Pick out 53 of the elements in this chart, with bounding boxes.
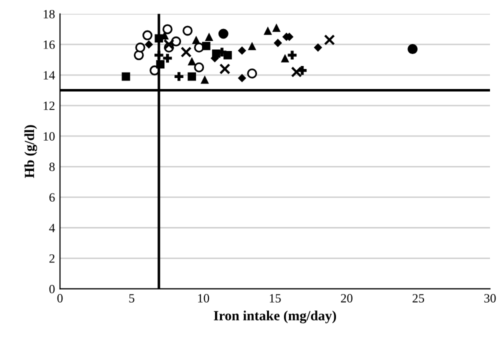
point: [163, 54, 172, 63]
point: [298, 66, 307, 75]
y-tick-label: 0: [49, 284, 55, 294]
point: [182, 26, 193, 36]
point: [171, 36, 182, 46]
point: [247, 68, 258, 78]
point: [248, 42, 256, 50]
point: [180, 46, 192, 58]
y-tick-label: 14: [44, 71, 55, 80]
point: [219, 63, 230, 74]
point: [174, 72, 184, 81]
point: [122, 72, 130, 81]
point: [135, 42, 146, 53]
point: [314, 43, 322, 52]
point: [163, 38, 174, 50]
y-tick-label: 4: [49, 224, 55, 232]
x-tick-label: 5: [129, 294, 134, 302]
point: [280, 54, 290, 62]
point: [291, 66, 302, 78]
x-tick-label: 15: [270, 294, 281, 302]
x-tick-label: 25: [412, 294, 424, 302]
point: [264, 26, 272, 35]
point: [288, 50, 297, 60]
y-axis-title: Hb (g/dl): [24, 125, 38, 178]
y-tick-label: 8: [49, 162, 55, 172]
y-tick-label: 16: [44, 40, 55, 49]
x-axis-title: Iron intake (mg/day): [214, 310, 336, 324]
point: [188, 57, 196, 66]
point: [324, 34, 335, 46]
point: [238, 74, 246, 82]
point: [194, 62, 204, 72]
x-tick-label: 20: [340, 294, 352, 302]
point: [238, 46, 246, 55]
point: [272, 24, 281, 32]
point: [204, 32, 214, 41]
point: [274, 38, 282, 48]
point: [144, 40, 154, 49]
point: [202, 42, 210, 50]
point: [200, 75, 209, 84]
point: [142, 30, 152, 40]
x-tick-label: 30: [484, 294, 496, 302]
x-tick-label: 0: [57, 294, 63, 302]
y-tick-label: 10: [44, 132, 55, 141]
y-tick-label: 18: [44, 10, 55, 18]
y-tick-label: 6: [49, 193, 55, 202]
y-tick-label: 12: [44, 102, 54, 110]
x-tick-label: 10: [198, 294, 210, 302]
y-tick-label: 2: [49, 254, 54, 263]
point: [188, 72, 196, 81]
point: [192, 36, 200, 44]
point: [218, 28, 228, 39]
point: [162, 24, 172, 34]
point: [408, 44, 418, 54]
